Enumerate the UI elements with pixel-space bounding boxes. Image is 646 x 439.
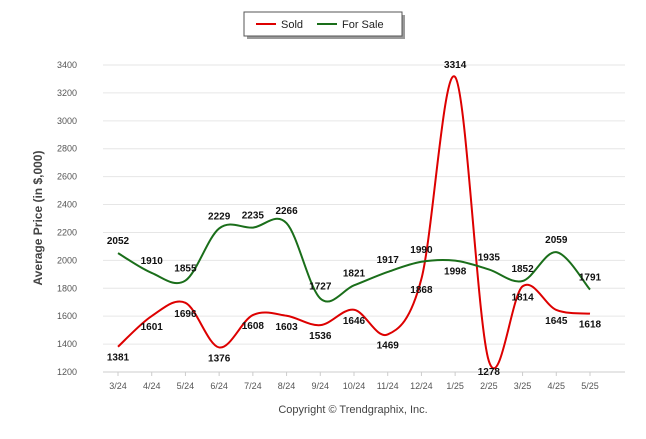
x-tick-label: 3/24 — [109, 381, 127, 391]
data-labels: 1381 1601 1696 1376 1608 1603 1536 1646 1469 1868… — [107, 60, 602, 378]
forsale-data-label: 2229 — [208, 211, 231, 222]
grid-lines — [103, 64, 625, 373]
y-tick-label: 3200 — [57, 88, 77, 98]
y-tick-label: 2000 — [57, 255, 77, 265]
sold-data-label: 1381 — [107, 353, 130, 364]
sold-data-label: 1536 — [309, 331, 332, 342]
forsale-data-label: 1998 — [444, 267, 467, 278]
legend[interactable]: Sold For Sale — [243, 11, 405, 39]
forsale-data-label: 2059 — [545, 235, 568, 246]
legend-forsale-label[interactable]: For Sale — [342, 19, 384, 31]
x-axis-ticks: 3/24 4/24 5/24 6/24 7/24 8/24 9/24 10/24 11/24 12… — [109, 372, 599, 391]
y-tick-label: 2400 — [57, 200, 77, 210]
forsale-data-label: 2266 — [275, 206, 298, 217]
x-tick-label: 3/25 — [514, 381, 532, 391]
forsale-data-label: 1821 — [343, 268, 366, 279]
y-axis-ticks: 1200 1400 1600 1800 2000 2200 2400 2600 2800 3000… — [57, 60, 77, 377]
y-tick-label: 1800 — [57, 283, 77, 293]
y-tick-label: 3400 — [57, 60, 77, 70]
x-tick-label: 10/24 — [343, 381, 366, 391]
y-tick-label: 1200 — [57, 367, 77, 377]
y-axis-title: Average Price (in $,000) — [31, 151, 45, 286]
sold-data-label: 3314 — [444, 60, 467, 71]
y-tick-label: 2800 — [57, 144, 77, 154]
forsale-series-line — [117, 217, 591, 303]
y-tick-label: 2200 — [57, 227, 77, 237]
forsale-data-label: 1791 — [579, 273, 602, 284]
x-tick-label: 2/25 — [480, 381, 498, 391]
forsale-data-label: 1852 — [511, 264, 534, 275]
sold-data-label: 1376 — [208, 353, 231, 364]
sold-data-label: 1608 — [242, 321, 265, 332]
sold-data-label: 1868 — [410, 285, 433, 296]
copyright-text: Copyright © Trendgraphix, Inc. — [278, 404, 427, 416]
y-tick-label: 1400 — [57, 339, 77, 349]
x-tick-label: 4/25 — [548, 381, 566, 391]
legend-sold-label[interactable]: Sold — [281, 19, 303, 31]
x-tick-label: 4/24 — [143, 381, 161, 391]
x-tick-label: 1/25 — [446, 381, 464, 391]
x-tick-label: 12/24 — [410, 381, 433, 391]
sold-data-label: 1814 — [511, 292, 534, 303]
y-tick-label: 1600 — [57, 311, 77, 321]
x-tick-label: 5/25 — [581, 381, 599, 391]
x-tick-label: 11/24 — [377, 381, 399, 391]
forsale-data-label: 2235 — [242, 211, 265, 222]
forsale-data-label: 2052 — [107, 236, 130, 247]
sold-data-label: 1601 — [141, 322, 164, 333]
x-tick-label: 6/24 — [210, 381, 228, 391]
sold-data-label: 1603 — [275, 322, 298, 333]
sold-data-label: 1645 — [545, 316, 568, 327]
forsale-data-label: 1990 — [410, 245, 433, 256]
forsale-data-label: 1910 — [141, 256, 164, 267]
x-tick-label: 5/24 — [177, 381, 195, 391]
sold-data-label: 1696 — [174, 309, 197, 320]
sold-data-label: 1646 — [343, 316, 366, 327]
sold-data-label: 1278 — [478, 367, 501, 378]
forsale-data-label: 1727 — [309, 281, 332, 292]
y-tick-label: 3000 — [57, 116, 77, 126]
sold-data-label: 1618 — [579, 320, 602, 331]
x-tick-label: 8/24 — [278, 381, 296, 391]
forsale-data-label: 1935 — [478, 252, 501, 263]
forsale-data-label: 1855 — [174, 264, 197, 275]
x-tick-label: 7/24 — [244, 381, 262, 391]
sold-series-line — [117, 75, 591, 370]
x-tick-label: 9/24 — [312, 381, 330, 391]
series-lines — [117, 75, 591, 370]
y-tick-label: 2600 — [57, 172, 77, 182]
forsale-data-label: 1917 — [377, 255, 400, 266]
sold-data-label: 1469 — [377, 340, 400, 351]
